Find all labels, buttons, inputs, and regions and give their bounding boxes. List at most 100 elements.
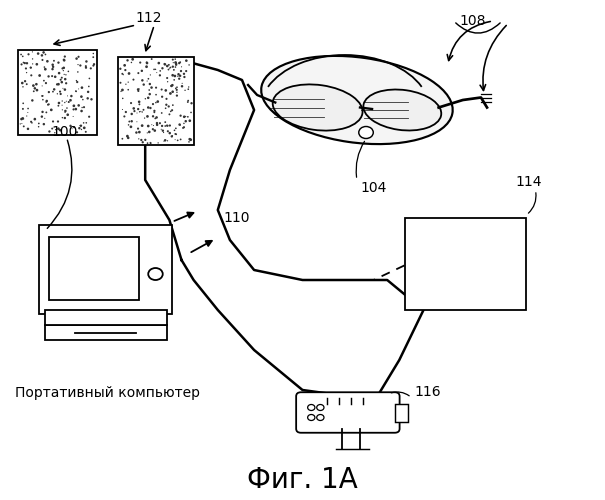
Point: [134, 87, 143, 95]
Point: [23, 125, 33, 133]
Point: [163, 66, 173, 74]
Point: [155, 119, 165, 127]
Point: [162, 74, 172, 82]
Point: [18, 105, 28, 113]
Point: [159, 137, 169, 145]
Point: [74, 85, 83, 93]
Point: [64, 68, 73, 76]
Point: [59, 56, 69, 64]
Point: [75, 122, 85, 130]
Point: [57, 101, 67, 109]
Point: [149, 122, 159, 130]
Point: [134, 98, 144, 106]
Point: [29, 88, 39, 96]
Point: [69, 102, 79, 110]
Point: [142, 62, 151, 70]
Point: [134, 69, 143, 77]
Point: [48, 65, 57, 73]
Point: [172, 83, 182, 91]
Point: [72, 128, 82, 136]
Point: [168, 58, 178, 66]
Point: [81, 64, 91, 72]
Point: [31, 80, 41, 88]
Point: [160, 122, 170, 130]
Bar: [45, 310, 167, 325]
Point: [55, 88, 65, 96]
Point: [183, 113, 193, 121]
Point: [41, 79, 51, 87]
Point: [182, 67, 191, 75]
Point: [117, 86, 127, 94]
Point: [133, 124, 143, 132]
Point: [123, 132, 132, 140]
Point: [116, 88, 126, 96]
Point: [185, 135, 195, 143]
Circle shape: [307, 414, 315, 420]
Circle shape: [307, 404, 315, 410]
Point: [168, 81, 177, 89]
Point: [186, 108, 196, 116]
Point: [168, 56, 178, 64]
Point: [160, 136, 170, 144]
Point: [87, 96, 96, 104]
Point: [129, 76, 139, 84]
Point: [74, 102, 83, 110]
Point: [146, 71, 155, 79]
Point: [72, 54, 82, 62]
Point: [22, 68, 31, 76]
Point: [133, 86, 143, 94]
Point: [44, 100, 54, 108]
Point: [124, 70, 134, 78]
Point: [19, 58, 28, 66]
Point: [148, 125, 158, 133]
Text: 114: 114: [515, 176, 541, 190]
Bar: [49, 238, 139, 300]
Text: Фиг. 1А: Фиг. 1А: [247, 466, 358, 494]
Point: [126, 123, 136, 131]
Point: [147, 55, 157, 63]
Point: [171, 84, 181, 92]
Point: [163, 137, 172, 145]
Point: [134, 100, 144, 108]
Point: [140, 136, 150, 144]
Point: [151, 98, 161, 106]
Point: [82, 119, 91, 127]
Point: [172, 88, 182, 96]
Point: [179, 70, 189, 78]
Text: Портативный компьютер: Портативный компьютер: [15, 386, 200, 400]
Point: [40, 114, 50, 122]
Point: [67, 124, 77, 132]
Point: [28, 55, 38, 63]
Point: [38, 56, 47, 64]
Point: [77, 92, 87, 100]
Point: [172, 60, 182, 68]
Point: [27, 96, 37, 104]
Point: [171, 60, 181, 68]
Point: [60, 98, 70, 106]
Point: [177, 82, 187, 90]
Point: [160, 118, 170, 126]
Point: [158, 126, 168, 134]
Point: [117, 134, 127, 142]
Point: [60, 107, 70, 115]
Bar: [39, 226, 172, 314]
Point: [168, 88, 177, 96]
Point: [120, 66, 130, 74]
Point: [135, 108, 145, 116]
Point: [22, 59, 32, 67]
Point: [138, 138, 148, 146]
Point: [172, 86, 182, 94]
Point: [180, 73, 189, 81]
Point: [168, 72, 177, 80]
Point: [54, 124, 64, 132]
Point: [146, 84, 156, 92]
Point: [173, 136, 183, 144]
Point: [18, 83, 28, 91]
Point: [152, 119, 162, 127]
Point: [137, 76, 147, 84]
Point: [151, 66, 160, 74]
Point: [164, 102, 174, 110]
Point: [69, 106, 79, 114]
Point: [86, 64, 96, 72]
Point: [131, 128, 141, 136]
